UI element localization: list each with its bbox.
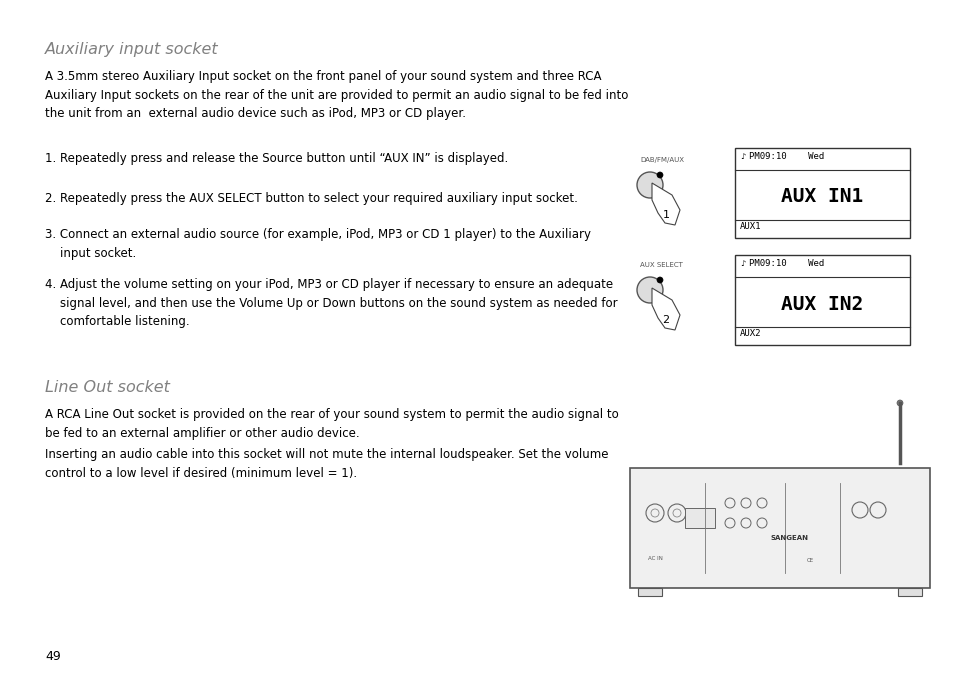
Text: ♪: ♪ [740,152,744,161]
FancyBboxPatch shape [734,148,909,238]
Circle shape [896,400,902,406]
Text: 1: 1 [661,210,669,220]
Text: AUX SELECT: AUX SELECT [639,262,682,268]
Text: PM09:10    Wed: PM09:10 Wed [748,152,823,161]
FancyBboxPatch shape [629,468,929,588]
Text: AC IN: AC IN [647,555,661,561]
Polygon shape [651,288,679,330]
Text: A RCA Line Out socket is provided on the rear of your sound system to permit the: A RCA Line Out socket is provided on the… [45,408,618,439]
Text: Line Out socket: Line Out socket [45,380,170,395]
Text: ♪: ♪ [740,259,744,268]
Text: 2: 2 [661,315,669,325]
FancyBboxPatch shape [734,255,909,345]
FancyBboxPatch shape [897,588,921,596]
Text: A 3.5mm stereo Auxiliary Input socket on the front panel of your sound system an: A 3.5mm stereo Auxiliary Input socket on… [45,70,628,120]
Text: PM09:10    Wed: PM09:10 Wed [748,259,823,268]
Text: 1. Repeatedly press and release the Source button until “AUX IN” is displayed.: 1. Repeatedly press and release the Sour… [45,152,508,165]
Text: AUX1: AUX1 [740,222,760,231]
Text: 3. Connect an external audio source (for example, iPod, MP3 or CD 1 player) to t: 3. Connect an external audio source (for… [45,228,590,260]
Text: SANGEAN: SANGEAN [770,535,808,541]
Text: 2. Repeatedly press the AUX SELECT button to select your required auxiliary inpu: 2. Repeatedly press the AUX SELECT butto… [45,192,578,205]
Text: Inserting an audio cable into this socket will not mute the internal loudspeaker: Inserting an audio cable into this socke… [45,448,608,479]
Circle shape [657,277,662,283]
Circle shape [657,172,662,178]
FancyBboxPatch shape [638,588,661,596]
Text: Auxiliary input socket: Auxiliary input socket [45,42,218,57]
FancyBboxPatch shape [684,508,714,528]
Circle shape [637,172,662,198]
Text: DAB/FM/AUX: DAB/FM/AUX [639,157,683,163]
Circle shape [637,277,662,303]
Text: AUX IN1: AUX IN1 [781,188,862,207]
Polygon shape [651,183,679,225]
Text: AUX IN2: AUX IN2 [781,295,862,314]
Text: CE: CE [805,557,813,563]
Text: 49: 49 [45,650,61,663]
Text: 4. Adjust the volume setting on your iPod, MP3 or CD player if necessary to ensu: 4. Adjust the volume setting on your iPo… [45,278,617,328]
Text: AUX2: AUX2 [740,329,760,338]
